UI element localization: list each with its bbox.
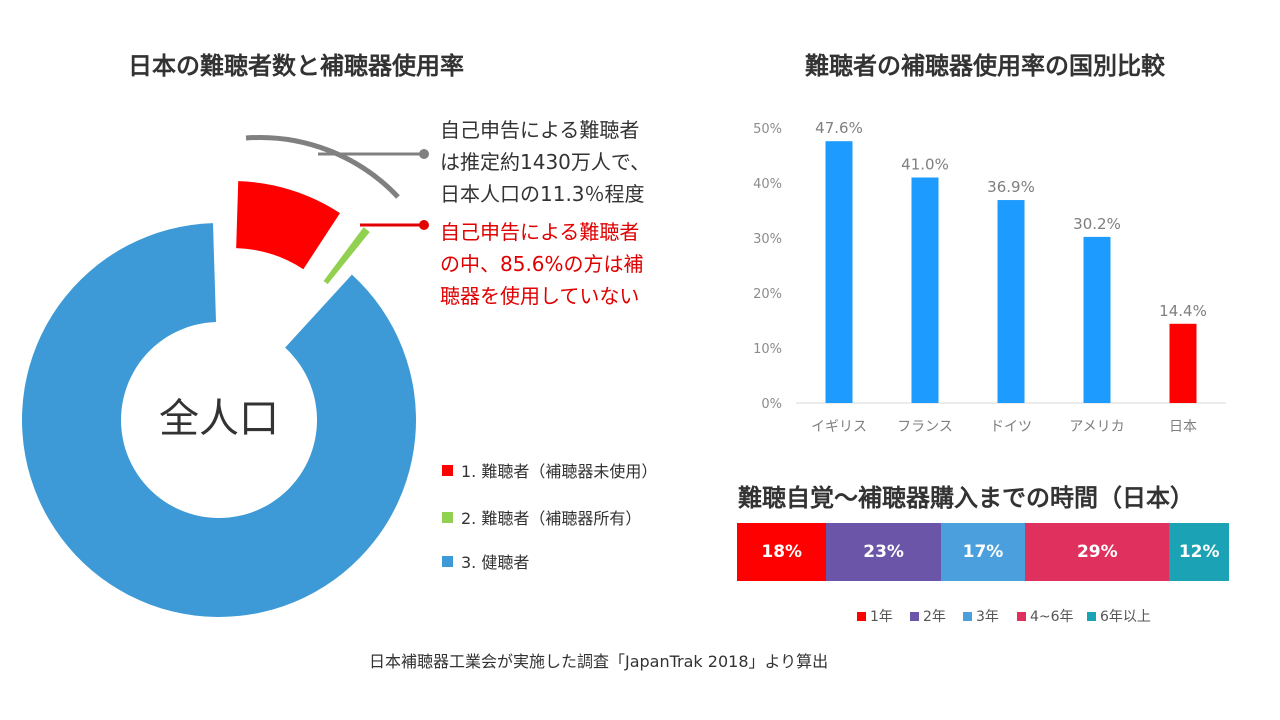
y-tick-label: 10% xyxy=(753,342,782,357)
donut-slice-owned xyxy=(323,227,370,285)
country-bar-chart: 0% 10% 20% 30% 40% 50% 47.6% イギリス 41.0% フランス 36.9… xyxy=(753,119,1226,435)
legend-item-owned: 2. 難聴者（補聴器所有） xyxy=(442,505,641,529)
stacked-legend-label: 1年 xyxy=(870,609,893,625)
annotation-gray-line: は推定約1430万人で、 xyxy=(440,150,651,174)
stacked-segment: 23% xyxy=(826,523,941,581)
footer-note: 日本補聴器工業会が実施した調査「JapanTrak 2018」より算出 xyxy=(369,652,829,671)
legend-label: 1. 難聴者（補聴器未使用） xyxy=(461,462,658,481)
bar-value-label: 41.0% xyxy=(901,156,949,174)
stacked-legend-item: 1年 xyxy=(857,606,893,626)
red-leader-dot xyxy=(419,220,429,230)
legend-swatch-red xyxy=(442,464,453,476)
stacked-legend-label: 2年 xyxy=(923,609,946,625)
legend-swatch-blue xyxy=(442,555,453,567)
x-tick-label: イギリス xyxy=(811,419,867,435)
annotation-lines xyxy=(245,135,429,230)
bar-value-label: 47.6% xyxy=(815,119,863,137)
stacked-legend-swatch xyxy=(910,611,919,621)
stacked-legend-label: 3年 xyxy=(976,609,999,625)
bar-value-label: 14.4% xyxy=(1159,302,1207,320)
donut-center-label: 全人口 xyxy=(159,396,279,442)
bottom-chart-title: 難聴自覚〜補聴器購入までの時間（日本） xyxy=(738,484,1194,512)
stacked-segment: 17% xyxy=(940,523,1026,581)
annotation-red-line: の中、85.6%の方は補 xyxy=(440,252,644,276)
stacked-legend-item: 3年 xyxy=(963,606,999,626)
stacked-legend-item: 6年以上 xyxy=(1087,606,1151,626)
stacked-segment: 12% xyxy=(1169,523,1229,581)
stacked-legend-swatch xyxy=(963,611,972,621)
stacked-legend-swatch xyxy=(857,611,866,621)
annotation-red-line: 自己申告による難聴者 xyxy=(440,220,640,244)
legend-label: 3. 健聴者 xyxy=(461,553,530,572)
y-tick-label: 40% xyxy=(753,177,782,192)
annotation-gray-line: 自己申告による難聴者 xyxy=(440,118,640,142)
donut-chart: 全人口 xyxy=(21,181,416,617)
annotation-gray: 自己申告による難聴者 は推定約1430万人で、 日本人口の11.3％程度 xyxy=(440,114,650,210)
gray-annotation-arc xyxy=(245,135,400,199)
annotation-red-line: 聴器を使用していない xyxy=(440,284,640,308)
y-tick-label: 50% xyxy=(753,122,782,137)
donut-slice-unused xyxy=(236,181,340,270)
y-tick-label: 0% xyxy=(761,397,782,412)
bar-value-label: 36.9% xyxy=(987,178,1035,196)
donut-slice-hearing xyxy=(21,223,416,617)
legend-item-unused: 1. 難聴者（補聴器未使用） xyxy=(442,458,657,482)
x-tick-label: ドイツ xyxy=(990,419,1032,435)
annotation-red: 自己申告による難聴者 の中、85.6%の方は補 聴器を使用していない xyxy=(440,216,644,312)
stacked-legend-swatch xyxy=(1017,611,1026,621)
bar-value-label: 30.2% xyxy=(1073,215,1121,233)
bar xyxy=(1083,236,1111,403)
x-tick-label: フランス xyxy=(897,419,953,435)
x-tick-label: 日本 xyxy=(1169,419,1197,435)
stacked-legend-label: 4~6年 xyxy=(1030,609,1074,625)
stacked-legend-item: 4~6年 xyxy=(1017,606,1074,626)
right-chart-title: 難聴者の補聴器使用率の国別比較 xyxy=(805,52,1165,80)
bar xyxy=(825,141,853,403)
legend-item-hearing: 3. 健聴者 xyxy=(442,549,529,573)
stacked-legend-label: 6年以上 xyxy=(1100,609,1151,625)
annotation-gray-line: 日本人口の11.3％程度 xyxy=(440,182,645,206)
stacked-segment: 29% xyxy=(1025,523,1170,581)
left-chart-title: 日本の難聴者数と補聴器使用率 xyxy=(128,52,464,80)
bar xyxy=(911,177,939,403)
legend-swatch-green xyxy=(442,511,453,523)
stacked-segment: 18% xyxy=(737,523,827,581)
stacked-legend-item: 2年 xyxy=(910,606,946,626)
legend-label: 2. 難聴者（補聴器所有） xyxy=(461,509,642,528)
stacked-legend-swatch xyxy=(1087,611,1096,621)
bar xyxy=(997,200,1025,403)
bar xyxy=(1169,323,1197,403)
gray-leader-dot xyxy=(419,149,429,159)
y-tick-label: 20% xyxy=(753,287,782,302)
x-tick-label: アメリカ xyxy=(1069,419,1124,435)
y-tick-label: 30% xyxy=(753,232,782,247)
